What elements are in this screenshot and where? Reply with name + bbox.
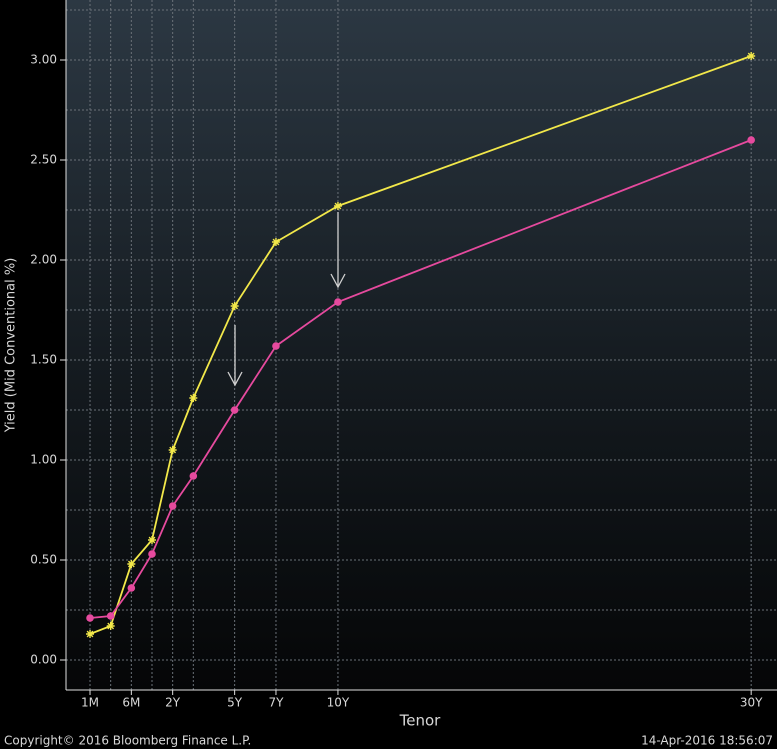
point xyxy=(127,584,136,592)
y-tick-label: 1.50 xyxy=(30,353,57,367)
plot-area xyxy=(66,0,777,690)
point xyxy=(189,472,198,480)
point xyxy=(86,630,95,638)
point xyxy=(230,406,239,414)
x-axis-label: Tenor xyxy=(399,712,442,730)
point xyxy=(747,136,755,144)
series-line xyxy=(89,55,752,635)
y-tick-label: 1.00 xyxy=(30,453,57,467)
point xyxy=(148,550,156,558)
y-axis-label: Yield (Mid Conventional %) xyxy=(4,258,19,434)
copyright: Copyright© 2016 Bloomberg Finance L.P. xyxy=(4,734,251,748)
point xyxy=(148,536,156,544)
point xyxy=(747,52,756,60)
y-tick-label: 2.00 xyxy=(30,253,57,267)
point xyxy=(106,622,115,630)
x-tick-label: 1M xyxy=(81,696,99,710)
point xyxy=(168,502,177,510)
x-tick-label: 7Y xyxy=(268,696,284,710)
x-tick-label: 30Y xyxy=(740,696,763,710)
arrow-head xyxy=(227,371,243,387)
point xyxy=(86,614,94,622)
point xyxy=(127,560,136,568)
y-tick-label: 0.00 xyxy=(30,653,57,667)
arrow-head xyxy=(330,273,346,289)
y-tick-label: 2.50 xyxy=(30,153,57,167)
x-tick-label: 2Y xyxy=(165,696,181,710)
series xyxy=(86,52,756,638)
annotation-arrows xyxy=(227,212,346,387)
point xyxy=(230,302,239,310)
series-line xyxy=(89,139,752,619)
point xyxy=(271,238,280,246)
y-tick-label: 3.00 xyxy=(30,53,57,67)
x-tick-label: 5Y xyxy=(227,696,243,710)
point xyxy=(272,342,280,350)
y-tick-label: 0.50 xyxy=(30,553,57,567)
point xyxy=(168,446,177,454)
x-tick-label: 10Y xyxy=(327,696,350,710)
point xyxy=(106,612,115,620)
x-tick-label: 6M xyxy=(122,696,140,710)
point xyxy=(333,202,342,210)
timestamp: 14-Apr-2016 18:56:07 xyxy=(641,734,773,748)
point xyxy=(189,394,198,402)
point xyxy=(334,298,342,306)
